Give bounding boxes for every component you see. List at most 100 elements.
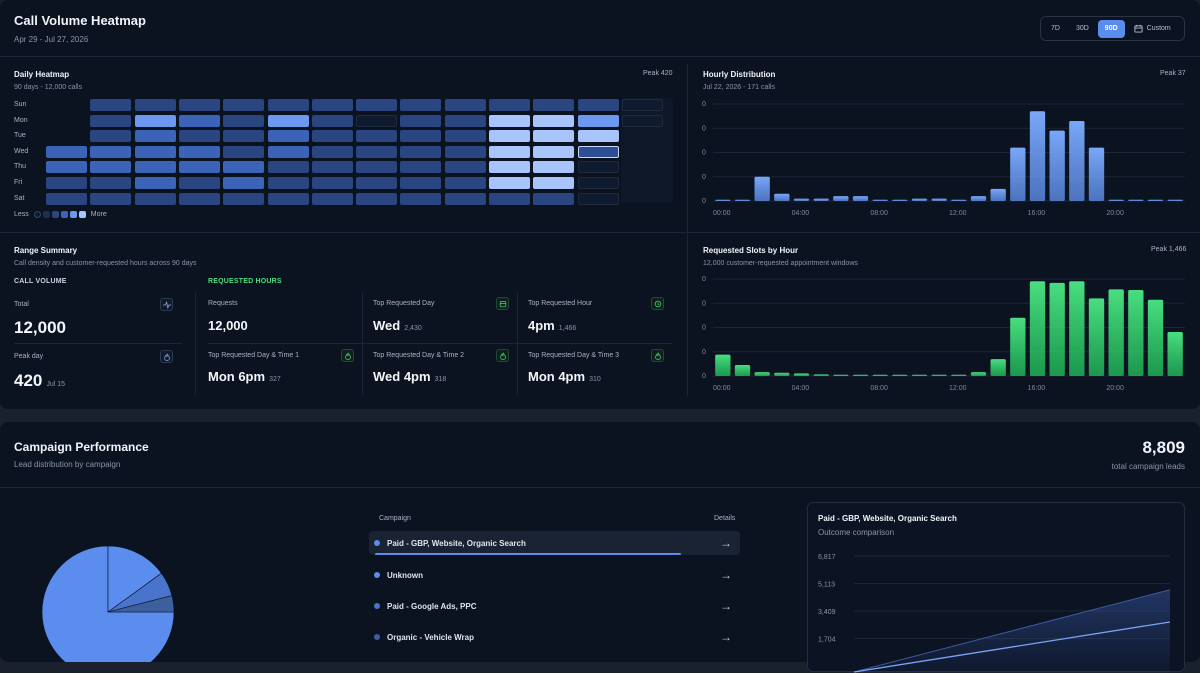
bar[interactable] (892, 199, 908, 201)
range-7d-button[interactable]: 7D (1051, 24, 1060, 32)
heatmap-cell[interactable] (178, 177, 220, 189)
heatmap-cell[interactable] (356, 192, 398, 205)
heatmap-cell[interactable] (134, 192, 176, 205)
heatmap-cell[interactable] (223, 161, 265, 174)
heatmap-cell[interactable] (134, 114, 176, 127)
bar[interactable] (931, 374, 947, 376)
heatmap-cell[interactable] (267, 130, 309, 143)
heatmap-cell[interactable] (223, 177, 265, 189)
bar[interactable] (1029, 281, 1046, 376)
bar[interactable] (1108, 199, 1124, 201)
bar[interactable] (1049, 282, 1065, 376)
bar[interactable] (1088, 298, 1105, 376)
bar[interactable] (970, 372, 987, 376)
bar[interactable] (813, 374, 829, 376)
heatmap-cell[interactable] (311, 114, 353, 127)
heatmap-cell[interactable] (577, 114, 619, 127)
bar[interactable] (1167, 199, 1183, 201)
heatmap-cell[interactable] (134, 145, 176, 158)
heatmap-cell[interactable] (134, 130, 176, 143)
bar[interactable] (1010, 317, 1026, 376)
bar[interactable] (990, 188, 1006, 201)
bar[interactable] (1088, 147, 1105, 201)
heatmap-cell[interactable] (356, 177, 398, 189)
heatmap-cell[interactable] (356, 99, 398, 111)
heatmap-cell[interactable] (267, 161, 309, 174)
heatmap-cell[interactable] (267, 177, 309, 189)
heatmap-cell[interactable] (533, 99, 575, 111)
bar[interactable] (1069, 120, 1085, 201)
campaign-row[interactable]: Organic - Vehicle Wrap → (369, 625, 740, 649)
heatmap-cell[interactable] (311, 192, 353, 205)
bar[interactable] (1069, 281, 1085, 376)
heatmap-cell[interactable] (223, 145, 265, 158)
heatmap-cell[interactable] (267, 192, 309, 205)
heatmap-cell[interactable] (577, 192, 619, 205)
heatmap-cell[interactable] (489, 130, 530, 143)
bar[interactable] (872, 374, 888, 376)
pie-slice[interactable] (107, 545, 162, 613)
heatmap-cell[interactable] (444, 114, 486, 127)
heatmap-cell[interactable] (134, 99, 176, 111)
heatmap-cell[interactable] (577, 177, 619, 189)
bar[interactable] (951, 374, 967, 376)
bar[interactable] (1147, 299, 1164, 376)
pie-slice[interactable] (107, 595, 175, 613)
arrow-right-icon[interactable]: → (720, 536, 732, 550)
range-30d-button[interactable]: 30D (1075, 24, 1089, 32)
heatmap-cell[interactable] (267, 99, 309, 111)
bar[interactable] (813, 198, 829, 201)
heatmap-cell[interactable] (46, 161, 87, 174)
range-90d-button[interactable]: 90D (1097, 19, 1125, 38)
heatmap-cell[interactable] (489, 99, 530, 111)
bar[interactable] (1128, 289, 1144, 376)
heatmap-cell[interactable] (90, 192, 132, 205)
bar[interactable] (754, 372, 770, 376)
heatmap-cell[interactable] (533, 145, 575, 158)
heatmap-cell[interactable] (356, 145, 398, 158)
bar[interactable] (833, 196, 849, 201)
heatmap-cell[interactable] (46, 145, 87, 158)
heatmap-cell[interactable] (311, 99, 353, 111)
bar[interactable] (793, 373, 810, 376)
bar[interactable] (754, 176, 770, 201)
heatmap-cell[interactable] (577, 99, 619, 111)
heatmap-cell[interactable] (444, 99, 486, 111)
bar[interactable] (833, 374, 849, 376)
bar[interactable] (911, 374, 928, 376)
heatmap-cell[interactable] (533, 114, 575, 127)
heatmap-cell[interactable] (134, 177, 176, 189)
heatmap-cell[interactable] (178, 99, 220, 111)
heatmap-cell[interactable] (400, 114, 442, 127)
bar[interactable] (911, 198, 928, 201)
heatmap-cell[interactable] (356, 130, 398, 143)
campaign-row[interactable]: Unknown → (369, 563, 740, 587)
heatmap-cell[interactable] (489, 145, 530, 158)
bar[interactable] (852, 196, 869, 201)
heatmap-cell[interactable] (533, 192, 575, 205)
bar[interactable] (990, 359, 1006, 376)
bar[interactable] (931, 198, 947, 201)
bar[interactable] (951, 199, 967, 201)
heatmap-cell[interactable] (489, 177, 530, 189)
heatmap-cell[interactable] (400, 99, 442, 111)
heatmap-cell[interactable] (90, 145, 132, 158)
heatmap-cell[interactable] (46, 192, 87, 205)
heatmap-cell[interactable] (90, 161, 132, 174)
heatmap-cell[interactable] (46, 177, 87, 189)
heatmap-cell[interactable] (178, 161, 220, 174)
bar[interactable] (715, 354, 731, 376)
heatmap-cell[interactable] (311, 177, 353, 189)
heatmap-cell[interactable] (134, 161, 176, 174)
bar[interactable] (1147, 199, 1164, 201)
bar[interactable] (892, 374, 908, 376)
heatmap-cell[interactable] (489, 192, 530, 205)
heatmap-cell[interactable] (311, 130, 353, 143)
heatmap-cell[interactable] (444, 130, 486, 143)
heatmap-cell[interactable] (400, 145, 442, 158)
arrow-right-icon[interactable]: → (720, 599, 732, 613)
heatmap-cell[interactable] (223, 192, 265, 205)
bar[interactable] (793, 198, 810, 201)
heatmap-cell[interactable] (267, 114, 309, 127)
heatmap-cell[interactable] (178, 192, 220, 205)
